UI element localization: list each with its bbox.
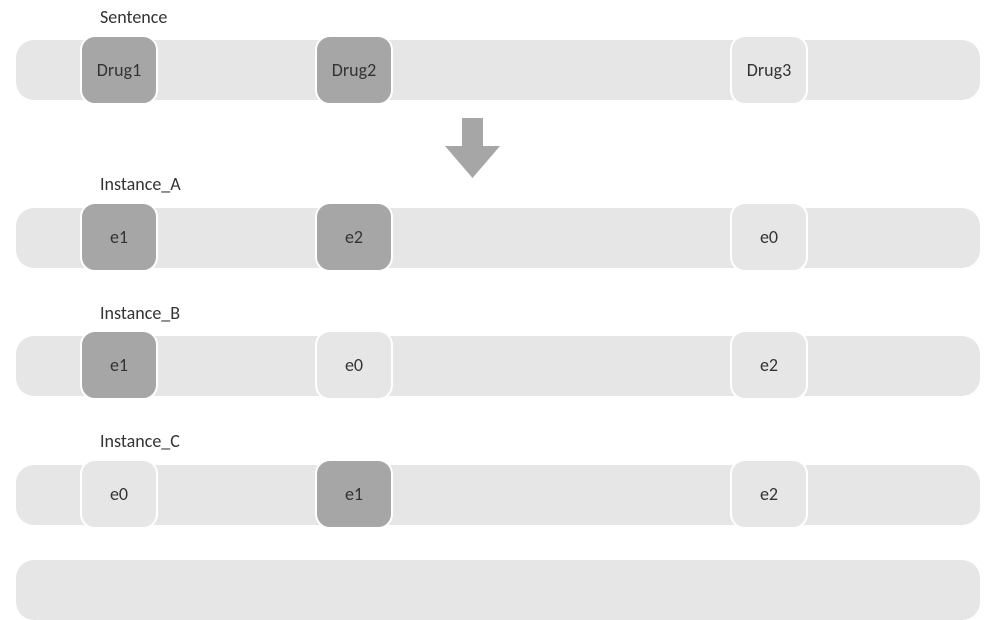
chip-text: Drug2	[332, 59, 376, 81]
bar-instance-b	[16, 336, 980, 396]
chip-text: e2	[760, 354, 778, 376]
bar-sentence	[16, 40, 980, 100]
down-arrow-icon	[445, 118, 500, 183]
chip-text: e2	[760, 483, 778, 505]
chip-a-e0: e0	[730, 202, 808, 272]
chip-text: e1	[110, 354, 128, 376]
row-label-sentence: Sentence	[100, 6, 167, 28]
chip-c-e0: e0	[80, 459, 158, 529]
bar-instance-a	[16, 208, 980, 268]
bar-extra	[16, 560, 980, 620]
chip-sentence-drug1: Drug1	[80, 35, 158, 105]
chip-b-e0: e0	[315, 330, 393, 400]
chip-text: e0	[110, 483, 128, 505]
row-label-instance-b: Instance_B	[100, 302, 180, 324]
chip-a-e2: e2	[315, 202, 393, 272]
chip-text: e0	[345, 354, 363, 376]
chip-c-e1: e1	[315, 459, 393, 529]
chip-text: e2	[345, 226, 363, 248]
chip-b-e2: e2	[730, 330, 808, 400]
chip-sentence-drug3: Drug3	[730, 35, 808, 105]
chip-text: e1	[110, 226, 128, 248]
chip-sentence-drug2: Drug2	[315, 35, 393, 105]
row-label-instance-a: Instance_A	[100, 173, 181, 195]
chip-text: e1	[345, 483, 363, 505]
row-label-instance-c: Instance_C	[100, 430, 180, 452]
bar-instance-c	[16, 465, 980, 525]
chip-text: e0	[760, 226, 778, 248]
chip-text: Drug1	[97, 59, 141, 81]
chip-text: Drug3	[747, 59, 791, 81]
chip-b-e1: e1	[80, 330, 158, 400]
chip-a-e1: e1	[80, 202, 158, 272]
chip-c-e2: e2	[730, 459, 808, 529]
